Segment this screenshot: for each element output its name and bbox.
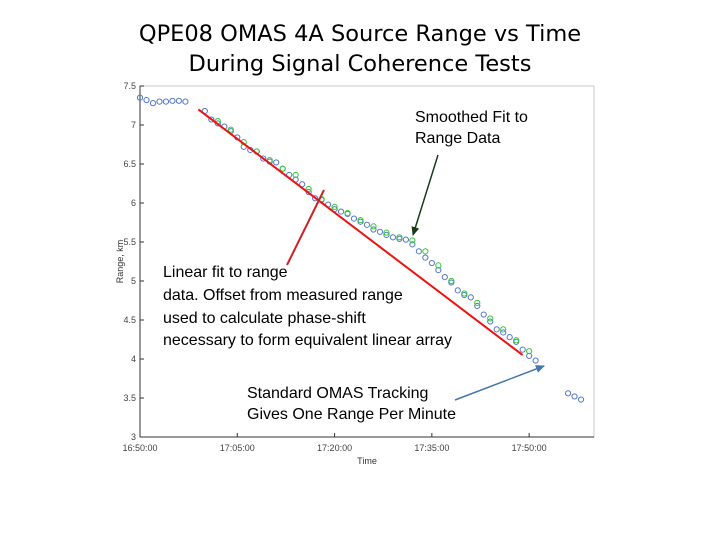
omas-range-point [409,241,416,248]
smoothed-fit-point [292,171,299,179]
smoothed-fit-point [461,290,468,297]
smoothed-fit-point [331,203,338,210]
y-tick-label: 3 [131,432,136,442]
omas-range-point [402,236,410,243]
omas-range-point [428,259,435,267]
omas-range-point [363,221,371,228]
plot-marks [136,94,585,403]
omas-range-point [260,155,267,162]
omas-range-point [526,352,533,359]
smoothed-fit-point [227,126,234,133]
omas-range-point [577,396,585,403]
omas-range-point [337,208,345,215]
smoothed-fit-point [357,217,364,224]
omas-range-point [474,302,481,310]
omas-range-point [162,98,170,105]
omas-range-point [149,100,157,107]
smoothed-fit-label-line1: Smoothed Fit to [415,109,528,126]
omas-range-point [370,226,377,233]
omas-range-point [182,98,189,105]
omas-range-point [169,97,176,104]
smoothed-fit-label-line2: Range Data [415,130,501,147]
slide-title-line1: QPE08 OMAS 4A Source Range vs Time [138,21,582,47]
y-tick-label: 7 [131,120,136,130]
omas-range-point [208,116,215,123]
slide-title-line2: During Signal Coherence Tests [188,51,532,77]
omas-range-point [143,96,150,104]
omas-tracking-arrow [454,365,545,401]
smoothed-fit-point [396,234,403,241]
omas-tracking-label-line2: Gives One Range Per Minute [247,406,456,423]
omas-range-point [493,326,500,333]
y-tick-label: 3.5 [123,393,136,403]
smoothed-fit-point [344,210,351,217]
y-tick-label: 5.5 [123,237,136,247]
x-tick-label: 16:50:00 [122,443,157,453]
omas-range-point [441,274,448,281]
annotation-arrows [286,154,545,401]
plot-axes: 3 3.5 4 4.5 5 5.5 6 6.5 7 7.5 16:50:00 17:05:00 17:2… [115,81,595,466]
smoothed-fit-point [279,165,286,172]
omas-range-point [415,248,422,255]
smoothed-fit-point [409,237,416,244]
omas-range-point [487,318,494,325]
omas-range-point [376,228,384,235]
linear-fit-label-line4: necessary to form equivalent linear arra… [163,332,453,349]
omas-tracking-label-line1: Standard OMAS Tracking [247,385,429,402]
x-tick-label: 17:50:00 [512,443,547,453]
smoothed-fit-point [448,277,455,285]
x-tick-label: 17:35:00 [414,443,449,453]
y-tick-label: 6.5 [123,159,136,169]
smoothed-fit-arrow [411,154,439,236]
omas-range-point [532,357,539,364]
y-tick-label: 4 [131,354,136,364]
smoothed-fit-point [435,262,442,269]
linear-fit-label-line1: Linear fit to range [163,264,288,281]
smoothed-fit-point [487,315,494,322]
omas-range-point [273,159,280,166]
omas-range-point [389,234,397,241]
omas-range-point [136,94,144,101]
omas-range-point [519,346,526,353]
omas-range-point [214,120,221,127]
x-tick-label: 17:05:00 [220,443,255,453]
omas-range-point [156,98,163,105]
omas-range-point [506,334,513,341]
y-tick-label: 4.5 [123,315,136,325]
smoothed-fit-point [500,326,507,333]
omas-range-point [435,266,442,274]
smoothed-fit-point [383,229,390,236]
omas-range-point [383,231,390,239]
omas-range-point [175,97,183,104]
smoothed-fit-point [513,337,520,344]
y-tick-label: 7.5 [123,81,136,91]
smoothed-fit-point [422,248,429,255]
linear-fit-line [197,108,524,356]
linear-fit-arrow [286,189,325,266]
omas-range-point [350,215,358,222]
linear-fit-label-line2: data. Offset from measured range [163,287,403,304]
omas-range-point [500,329,507,336]
linear-fit-label-line3: used to calculate phase-shift [163,310,366,327]
y-tick-label: 5 [131,276,136,286]
smoothed-fit-point [526,348,533,355]
omas-range-point [564,390,572,397]
x-tick-label: 17:20:00 [317,443,352,453]
x-axis-label: Time [357,456,377,466]
omas-range-point [312,195,319,202]
y-tick-label: 6 [131,198,136,208]
smoothed-fit-point [370,223,377,230]
omas-range-point [571,393,578,400]
smoothed-fit-point [474,299,481,306]
omas-range-point [467,294,474,301]
omas-range-point [454,287,461,294]
omas-range-point [422,254,429,261]
y-axis-label: Range, km [115,240,125,284]
smoothed-fit-point [305,185,312,193]
omas-range-point [480,311,487,318]
